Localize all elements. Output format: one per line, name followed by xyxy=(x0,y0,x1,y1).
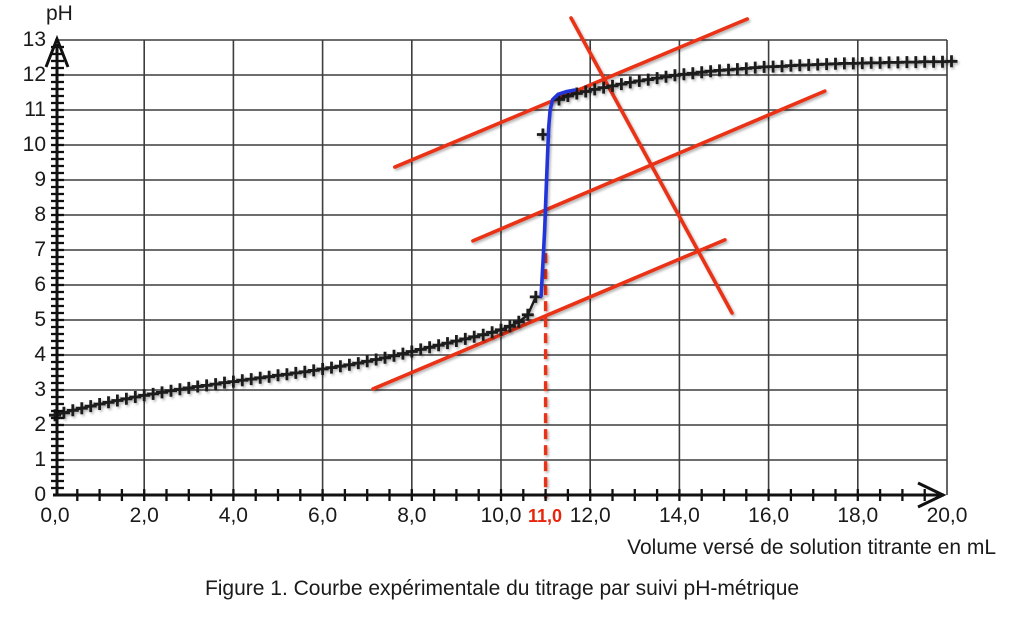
tangent-line-3 xyxy=(569,16,734,315)
y-tick-label-4: 4 xyxy=(34,343,46,366)
x-tick-label-2,0: 2,0 xyxy=(129,504,159,527)
equivalence-jump-curve xyxy=(539,88,576,298)
x-tick-label-18,0: 18,0 xyxy=(837,504,879,527)
x-tick-label-8,0: 8,0 xyxy=(397,504,427,527)
x-tick-label-0,0: 0,0 xyxy=(40,504,70,527)
y-tick-label-9: 9 xyxy=(34,168,46,191)
tangent-line-2 xyxy=(371,238,727,391)
x-tick-label-14,0: 14,0 xyxy=(658,504,700,527)
y-tick-label-2: 2 xyxy=(34,413,46,436)
x-tick-label-6,0: 6,0 xyxy=(307,504,338,527)
x-tick-label-4,0: 4,0 xyxy=(218,504,248,527)
x-tick-label-16,0: 16,0 xyxy=(748,504,790,527)
equivalence-volume-label: 11,0 xyxy=(527,506,563,526)
y-tick-label-6: 6 xyxy=(34,273,46,296)
axes-layer xyxy=(44,34,947,509)
figure-caption: Figure 1. Courbe expérimentale du titrag… xyxy=(204,577,800,600)
construction-lines-layer xyxy=(371,16,827,499)
ph-curve-layer xyxy=(49,55,958,422)
y-tick-label-1: 1 xyxy=(34,448,46,471)
x-tick-label-10,0: 10,0 xyxy=(480,504,522,527)
y-tick-label-8: 8 xyxy=(34,203,46,226)
data-point-plus-markers xyxy=(49,55,958,422)
y-axis-title: pH xyxy=(46,2,73,25)
y-tick-label-13: 13 xyxy=(22,28,46,51)
x-tick-label-20,0: 20,0 xyxy=(926,504,968,527)
y-tick-label-7: 7 xyxy=(34,238,46,261)
y-tick-label-3: 3 xyxy=(34,378,46,401)
minor-ticks-layer xyxy=(51,45,926,501)
y-axis-arrow-icon xyxy=(44,34,70,68)
tangent-line-1 xyxy=(471,89,827,243)
grid-layer xyxy=(55,39,948,495)
x-axis-title: Volume versé de solution titrante en mL xyxy=(627,536,996,559)
y-tick-label-10: 10 xyxy=(22,133,46,156)
x-tick-label-12,0: 12,0 xyxy=(569,504,611,527)
y-tick-label-11: 11 xyxy=(24,98,46,121)
y-tick-label-12: 12 xyxy=(22,63,46,86)
y-tick-label-5: 5 xyxy=(34,308,46,331)
y-tick-label-0: 0 xyxy=(34,483,46,506)
x-axis-arrow-icon xyxy=(917,481,947,509)
